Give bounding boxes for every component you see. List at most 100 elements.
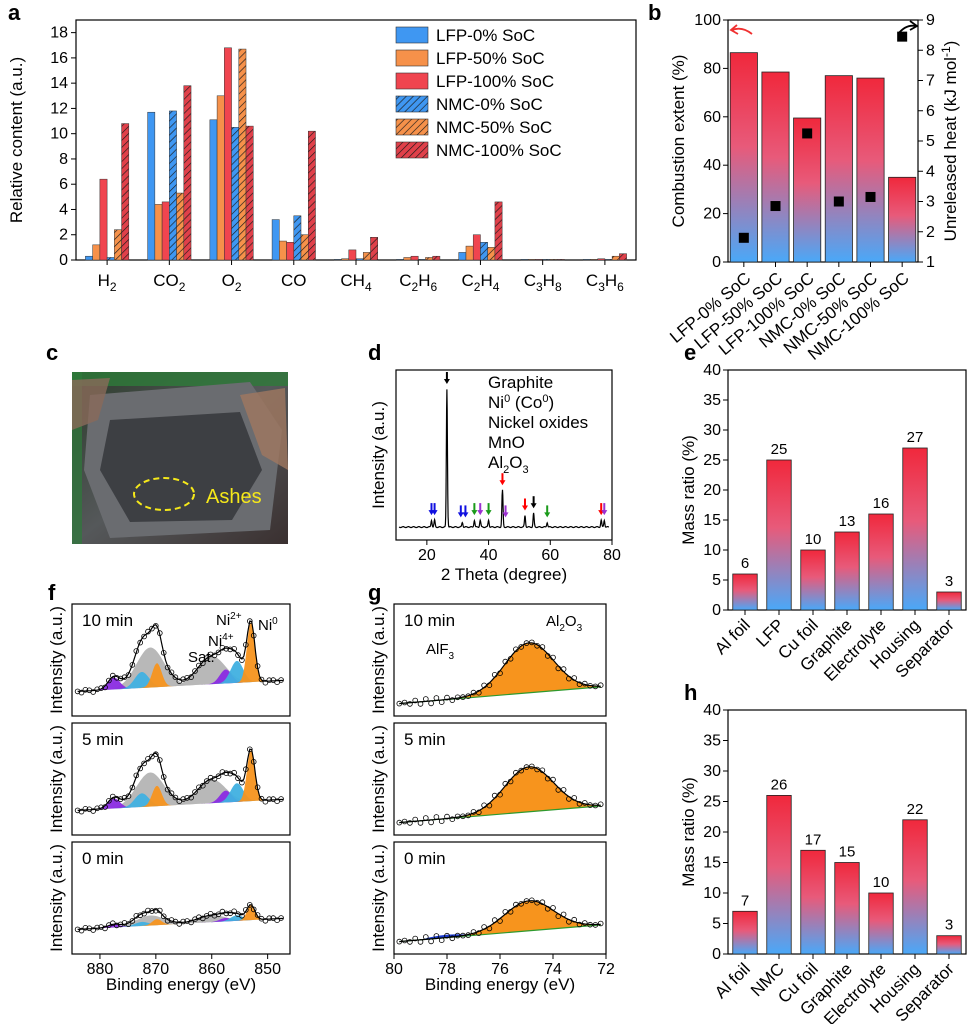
bar-a-2-1	[161, 201, 170, 261]
bar-a-0-8	[582, 259, 591, 261]
xps-point-f-2-2	[78, 927, 85, 934]
x-tick-label-g-4: 72	[597, 961, 615, 978]
time-label-g-0: 10 min	[404, 611, 455, 630]
xps-point-f-0-76	[223, 645, 230, 652]
xps-point-f-0-86	[243, 641, 249, 648]
xps-point-g-2-62	[560, 911, 567, 918]
legend-label-d-0: Graphite	[488, 373, 553, 392]
bar-hatch-a-3-5	[418, 259, 426, 260]
plot-frame-d	[395, 369, 613, 541]
xps-point-g-0-12	[428, 700, 434, 707]
bar-hatch-a-3-3	[293, 215, 302, 260]
x-tick-label-a-7: C3H8	[524, 271, 562, 294]
xps-point-g-1-56	[544, 775, 551, 782]
xps-point-f-2-12	[98, 924, 104, 930]
y-tick-label-e-6: 30	[703, 422, 721, 439]
bar-hatch-a-4-3	[301, 234, 309, 260]
y-tick-label-a-6: 12	[50, 100, 68, 117]
scatter-point-b-1	[770, 201, 781, 212]
xps-point-f-1-60	[192, 789, 198, 795]
xps-point-f-0-70	[211, 652, 218, 659]
xps-point-g-1-8	[417, 820, 424, 826]
y-axis-label-f-2: Intensity (a.u.)	[47, 844, 66, 952]
xps-point-g-1-2	[401, 818, 408, 825]
bar-hatch-a-3-6	[480, 242, 488, 260]
x-tick-label-a-4: CH4	[340, 271, 372, 294]
xps-point-f-2-24	[121, 920, 128, 926]
xps-point-g-2-32	[481, 924, 487, 930]
bar-hatch-a-4-0	[114, 229, 122, 260]
legend-swatch-a-1	[395, 49, 429, 67]
bar-b-4	[856, 77, 885, 263]
value-label-e-0: 6	[741, 555, 749, 572]
xps-point-g-2-0	[396, 938, 403, 945]
xps-point-g-0-46	[518, 644, 524, 650]
xps-point-g-1-6	[412, 816, 419, 823]
xps-point-g-1-70	[581, 800, 588, 806]
bar-e-2	[800, 549, 826, 611]
y-tick-label-b-right-4: 5	[926, 133, 935, 150]
peak-marker-head-6	[477, 510, 484, 516]
value-label-e-6: 3	[945, 573, 953, 590]
xps-point-f-0-28	[129, 662, 136, 668]
xps-point-g-0-20	[449, 697, 456, 703]
y-axis-label-g-1: Intensity (a.u.)	[369, 725, 388, 833]
photo-copper-foil	[240, 388, 288, 470]
time-label-g-2: 0 min	[404, 849, 446, 868]
xps-point-g-1-22	[454, 813, 461, 820]
xps-point-f-0-82	[235, 652, 241, 658]
xps-point-g-1-4	[407, 820, 413, 826]
y-tick-label-a-0: 0	[59, 252, 68, 269]
peak-label-al2o3: Al2O3	[546, 613, 583, 634]
y-tick-label-e-8: 40	[703, 362, 721, 379]
xps-point-f-1-58	[188, 794, 194, 801]
legend-label-a-1: LFP-50% SoC	[436, 49, 545, 68]
x-tick-label-g-0: 80	[385, 961, 403, 978]
bar-h-1	[766, 795, 792, 955]
bar-a-2-7	[535, 259, 543, 261]
bar-hatch-a-5-3	[308, 131, 316, 260]
xps-component-f-0-5	[200, 669, 251, 685]
xps-point-f-1-8	[90, 808, 96, 814]
xps-point-g-1-74	[592, 802, 599, 809]
xps-point-f-2-8	[90, 927, 96, 933]
panel-label-e: e	[684, 340, 696, 365]
xps-point-f-0-38	[149, 625, 155, 632]
xps-point-g-0-28	[470, 689, 477, 696]
bar-a-1-5	[403, 257, 412, 261]
xps-point-f-1-28	[129, 784, 136, 791]
xps-point-g-2-36	[491, 917, 498, 923]
xps-point-f-1-74	[219, 769, 226, 775]
xps-point-g-1-10	[422, 815, 429, 821]
bar-e-4	[868, 513, 894, 611]
xps-point-g-0-62	[560, 666, 567, 672]
y-axis-label-d: Intensity (a.u.)	[369, 401, 388, 509]
y-tick-label-a-8: 16	[50, 50, 68, 67]
xps-point-g-1-0	[396, 819, 403, 826]
bar-a-0-7	[520, 259, 529, 261]
xps-point-g-0-48	[523, 640, 530, 646]
bar-h-5	[902, 819, 928, 955]
y-tick-label-h-6: 30	[703, 763, 721, 780]
peak-marker-head-2	[443, 379, 450, 384]
xps-point-f-0-44	[160, 649, 167, 656]
panel-label-h: h	[684, 680, 697, 705]
peak-marker-head-12	[544, 512, 551, 518]
xps-point-g-2-10	[422, 934, 429, 940]
xps-point-g-0-26	[465, 693, 472, 699]
xps-point-f-0-36	[145, 628, 151, 635]
bar-hatch-a-4-2	[238, 49, 247, 261]
scatter-point-b-5	[897, 31, 908, 42]
xps-point-f-1-22	[117, 796, 124, 802]
peak-label-ni2: Ni2+	[216, 611, 242, 629]
xps-point-g-1-52	[534, 766, 540, 773]
xps-point-f-1-104	[278, 796, 284, 802]
xps-point-g-1-60	[555, 787, 562, 793]
xps-point-g-2-22	[454, 932, 461, 939]
xps-component-f-1-7	[234, 750, 268, 802]
x-tick-label-f-1: 870	[142, 961, 169, 978]
xps-point-f-1-54	[180, 796, 187, 802]
xps-point-g-2-2	[401, 937, 408, 944]
x-tick-label-d-3: 80	[603, 547, 621, 564]
